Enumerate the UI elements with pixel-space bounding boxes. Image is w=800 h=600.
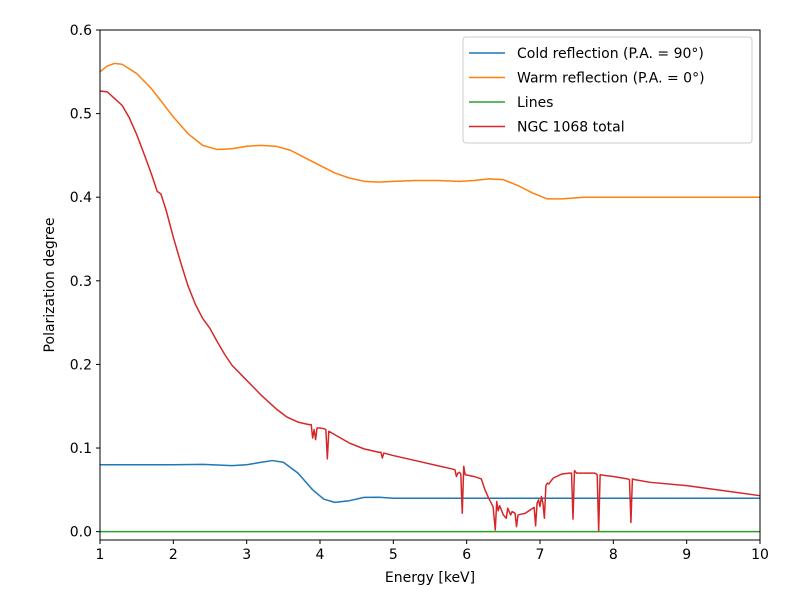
- x-axis-label: Energy [keV]: [385, 570, 475, 586]
- x-tick-label: 5: [389, 547, 398, 563]
- y-tick-label: 0.2: [70, 357, 92, 373]
- legend-label-1: Cold reflection (P.A. = 90°): [517, 46, 704, 62]
- x-tick-label: 1: [96, 547, 105, 563]
- series-line-4: [99, 90, 761, 532]
- x-tick-label: 7: [536, 547, 545, 563]
- x-tick-label: 6: [462, 547, 471, 563]
- x-tick-label: 9: [682, 547, 691, 563]
- x-tick-label: 8: [609, 547, 618, 563]
- legend: Cold reflection (P.A. = 90°) Warm reflect…: [462, 36, 753, 144]
- y-axis-label: Polarization degree: [42, 218, 58, 353]
- y-tick-label: 0.6: [70, 23, 92, 39]
- y-tick-label: 0.0: [70, 525, 92, 541]
- series-layer: [99, 62, 761, 533]
- series-line-2: [99, 62, 760, 200]
- y-axis: 0.0 0.1 0.2 0.3 0.4 0.5 0.6: [70, 23, 100, 541]
- plot-frame: [99, 29, 761, 541]
- x-tick-label: 10: [751, 547, 769, 563]
- x-axis: 1 2 3 4 5 6 7 8 9 10: [96, 540, 769, 563]
- x-tick-label: 4: [316, 547, 325, 563]
- x-tick-label: 2: [169, 547, 178, 563]
- x-tick-label: 3: [242, 547, 251, 563]
- legend-label-2: Warm reflection (P.A. = 0°): [517, 71, 705, 87]
- legend-label-4: NGC 1068 total: [517, 120, 625, 136]
- legend-label-3: Lines: [517, 95, 553, 111]
- legend-frame: [462, 36, 753, 144]
- series-line-1: [100, 459, 760, 504]
- y-tick-label: 0.5: [70, 107, 92, 123]
- y-tick-label: 0.4: [70, 190, 92, 206]
- y-tick-label: 0.3: [70, 274, 92, 290]
- y-tick-label: 0.1: [70, 441, 92, 457]
